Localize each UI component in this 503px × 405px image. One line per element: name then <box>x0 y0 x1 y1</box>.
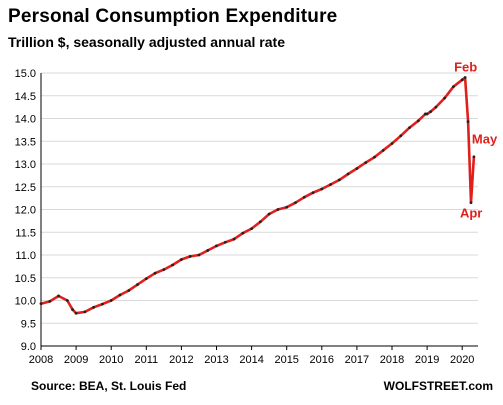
data-point <box>71 308 74 311</box>
data-point <box>57 294 60 298</box>
data-point <box>466 120 470 124</box>
data-point <box>92 305 96 309</box>
y-tick-label: 10.0 <box>15 296 36 308</box>
annotation-feb: Feb <box>454 60 477 75</box>
y-tick-label: 15.0 <box>15 68 36 80</box>
data-point <box>232 237 236 241</box>
y-tick-label: 10.5 <box>15 273 36 285</box>
annotation-apr: Apr <box>460 206 482 221</box>
x-tick-label: 2014 <box>239 354 263 366</box>
grid-lines <box>40 72 478 347</box>
data-point <box>267 212 271 216</box>
data-point <box>39 302 43 306</box>
x-tick-label: 2016 <box>310 354 334 366</box>
data-point <box>101 302 104 306</box>
x-tick-label: 2012 <box>169 354 193 366</box>
brand-label: WOLFSTREET.com <box>383 379 493 393</box>
data-point <box>223 240 227 244</box>
x-tick-label: 2017 <box>345 354 369 366</box>
y-tick-label: 13.0 <box>15 159 36 171</box>
data-point <box>320 187 324 191</box>
y-tick-label: 12.0 <box>15 205 36 217</box>
data-point <box>329 183 332 186</box>
data-point <box>434 105 438 109</box>
data-point <box>65 299 69 302</box>
series-pce <box>39 76 476 315</box>
data-point <box>136 283 139 286</box>
y-tick-label: 12.5 <box>15 182 36 194</box>
data-point <box>443 96 447 100</box>
data-point <box>215 244 218 248</box>
data-point <box>390 142 394 145</box>
data-point <box>74 311 78 315</box>
data-point <box>381 148 385 152</box>
data-point <box>276 208 280 211</box>
x-tick-label: 2013 <box>204 354 228 366</box>
data-point <box>241 231 245 235</box>
data-point <box>180 258 183 261</box>
data-point <box>373 155 376 159</box>
data-point <box>294 201 297 205</box>
data-point <box>355 167 359 170</box>
data-point <box>109 299 113 302</box>
y-tick-label: 13.5 <box>15 136 36 148</box>
data-point <box>127 289 131 292</box>
data-point <box>408 126 411 129</box>
data-point <box>258 220 262 224</box>
y-tick-label: 14.0 <box>15 114 36 126</box>
data-point <box>337 178 341 182</box>
y-tick-label: 9.0 <box>21 341 36 353</box>
chart-title: Personal Consumption Expenditure <box>8 6 338 27</box>
data-point <box>144 277 148 281</box>
chart-subtitle: Trillion $, seasonally adjusted annual r… <box>8 34 285 50</box>
data-point <box>285 205 289 209</box>
data-point <box>171 263 175 267</box>
data-point <box>188 254 192 258</box>
annotation-may: May <box>472 132 498 147</box>
data-point <box>197 253 201 257</box>
y-axis-tick-labels: 9.0 9.5 10.0 10.5 11.0 11.5 12.0 12.5 13.0 13.5 14… <box>15 68 36 353</box>
data-point <box>206 249 210 252</box>
data-point <box>399 134 403 138</box>
data-point <box>162 268 166 271</box>
data-point <box>346 172 350 176</box>
x-tick-label: 2015 <box>274 354 298 366</box>
source-note: Source: BEA, St. Louis Fed <box>31 379 187 393</box>
data-point <box>469 201 473 205</box>
y-tick-label: 11.0 <box>15 250 36 262</box>
x-tick-label: 2008 <box>29 354 53 366</box>
data-point <box>463 76 467 79</box>
data-point <box>472 155 476 159</box>
x-tick-label: 2009 <box>64 354 88 366</box>
x-axis-tick-labels: 2008 2009 2010 2011 2012 2013 2014 2015 2016 2017… <box>29 346 474 366</box>
data-point <box>364 161 368 165</box>
y-tick-label: 9.5 <box>21 318 36 330</box>
data-point <box>118 293 122 297</box>
data-point <box>250 227 254 231</box>
x-tick-label: 2020 <box>450 354 474 366</box>
data-point <box>425 112 429 116</box>
data-point <box>416 119 420 123</box>
annotations: Feb Apr May <box>454 60 498 221</box>
data-point <box>460 78 464 82</box>
data-point <box>153 271 157 275</box>
data-point <box>311 191 315 195</box>
x-tick-label: 2010 <box>99 354 123 366</box>
data-point <box>83 310 87 314</box>
x-tick-label: 2011 <box>134 354 158 366</box>
data-point <box>452 85 455 89</box>
x-tick-label: 2018 <box>380 354 404 366</box>
data-point <box>48 300 52 303</box>
x-tick-label: 2019 <box>415 354 439 366</box>
data-point <box>302 195 306 199</box>
data-point <box>429 110 433 114</box>
y-tick-label: 14.5 <box>15 91 36 103</box>
y-tick-label: 11.5 <box>15 227 36 239</box>
